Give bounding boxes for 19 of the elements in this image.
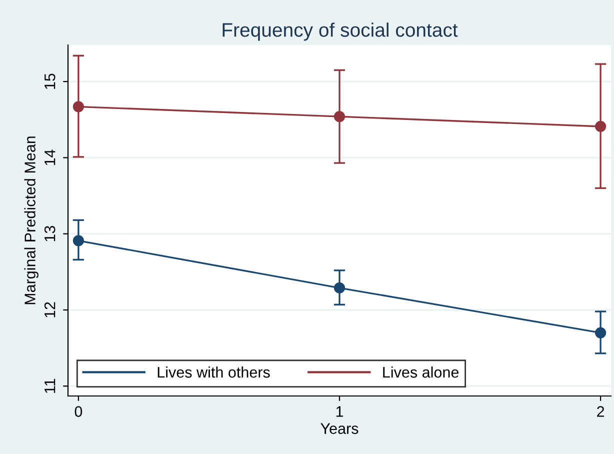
legend-label: Lives alone [383, 366, 459, 378]
y-tick-label: 14 [44, 150, 56, 166]
x-axis-title: Years [320, 423, 358, 434]
point [334, 282, 346, 294]
point [72, 101, 84, 112]
point [334, 111, 346, 122]
y-axis-title: Marginal Predicted Mean [24, 136, 38, 304]
y-tick-label: 12 [44, 302, 56, 318]
x-tick-label: 1 [336, 406, 344, 417]
x-tick-label: 0 [74, 406, 82, 417]
chart-title: Frequency of social contact [222, 22, 458, 41]
point [595, 120, 606, 132]
y-tick-label: 11 [44, 378, 56, 393]
legend-label: Lives with others [158, 366, 270, 378]
point [72, 235, 84, 246]
x-tick-label: 2 [597, 406, 604, 417]
y-tick-label: 13 [44, 226, 56, 242]
y-tick-label: 15 [44, 74, 56, 89]
point [595, 327, 606, 338]
